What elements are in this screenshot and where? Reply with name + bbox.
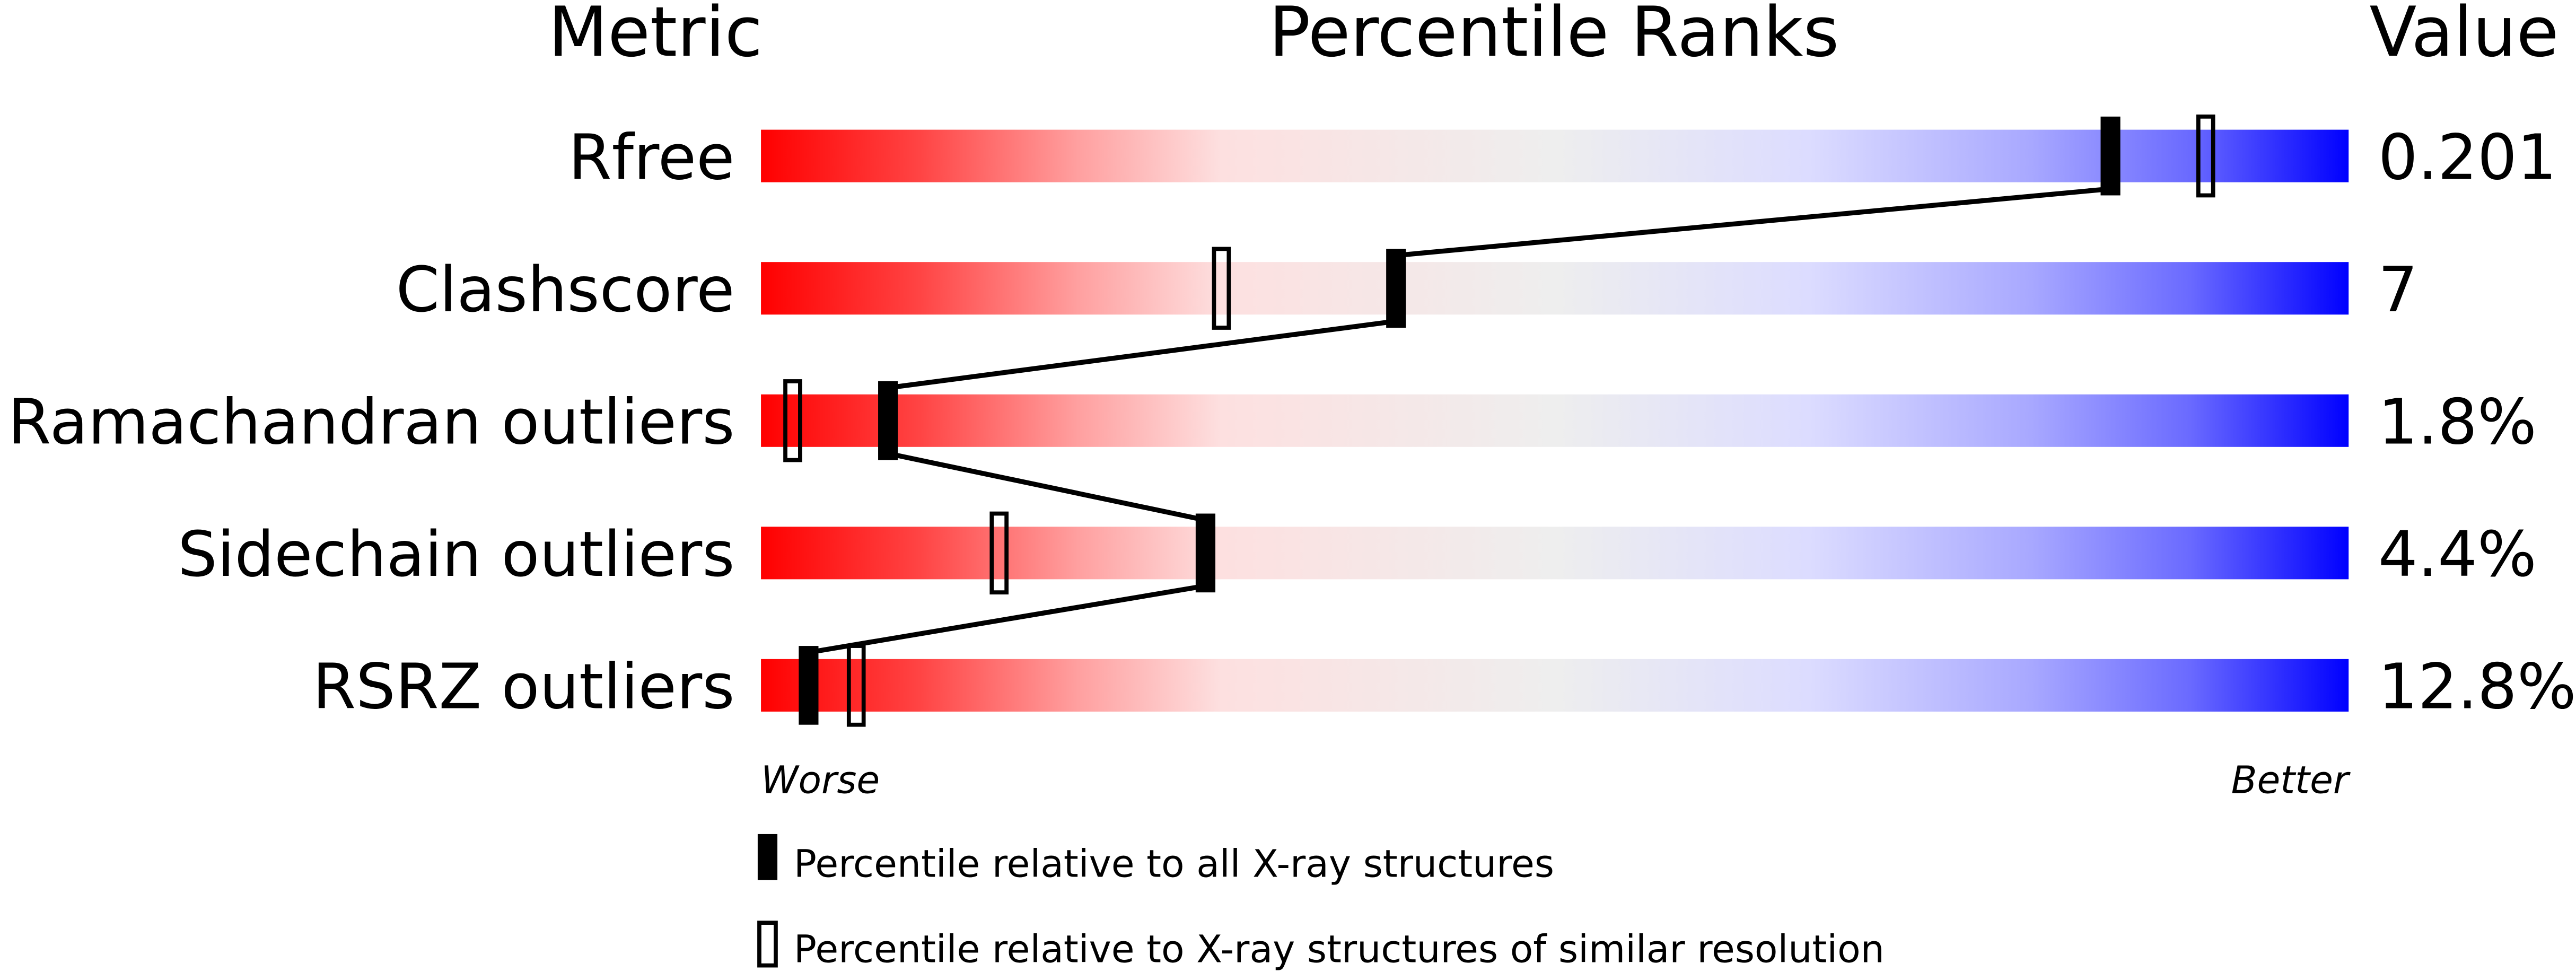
marker-similar-clashscore	[1212, 247, 1231, 330]
legend-open-label: Percentile relative to X-ray structures …	[794, 927, 1885, 971]
marker-similar-ramachandran-outliers	[783, 379, 802, 462]
metric-value-rsrz-outliers: 12.8%	[2378, 651, 2576, 723]
metric-value-ramachandran-outliers: 1.8%	[2378, 386, 2537, 459]
bar-rsrz-outliers	[761, 659, 2349, 712]
marker-all-rsrz-outliers	[799, 646, 819, 725]
bar-rfree	[761, 129, 2349, 182]
metric-label-clashscore: Clashscore	[396, 253, 735, 326]
metric-label-ramachandran-outliers: Ramachandran outliers	[8, 386, 735, 459]
metric-label-sidechain-outliers: Sidechain outliers	[178, 518, 734, 591]
marker-similar-rfree	[2196, 114, 2215, 198]
legend-filled-label: Percentile relative to all X-ray structu…	[794, 842, 1554, 886]
metric-value-sidechain-outliers: 4.4%	[2378, 518, 2537, 591]
metric-value-clashscore: 7	[2378, 253, 2418, 326]
marker-all-clashscore	[1386, 249, 1406, 328]
header-value: Value	[2369, 0, 2559, 72]
marker-similar-sidechain-outliers	[989, 511, 1009, 595]
axis-label-worse: Worse	[761, 758, 880, 802]
marker-all-ramachandran-outliers	[878, 381, 898, 460]
marker-similar-rsrz-outliers	[846, 644, 866, 727]
axis-label-better: Better	[2231, 758, 2351, 802]
marker-all-sidechain-outliers	[1195, 513, 1216, 593]
bar-clashscore	[761, 262, 2349, 315]
legend-open-marker	[757, 921, 778, 968]
metric-label-rfree: Rfree	[568, 121, 735, 194]
metric-label-rsrz-outliers: RSRZ outliers	[312, 651, 734, 723]
bar-sidechain-outliers	[761, 527, 2349, 580]
header-percentile-ranks: Percentile Ranks	[1269, 0, 1839, 72]
metric-value-rfree: 0.201	[2378, 121, 2557, 194]
legend-filled-marker	[757, 834, 778, 880]
connector-line	[808, 186, 2111, 655]
header-metric: Metric	[548, 0, 763, 72]
marker-all-rfree	[2100, 116, 2121, 196]
bar-ramachandran-outliers	[761, 394, 2349, 447]
